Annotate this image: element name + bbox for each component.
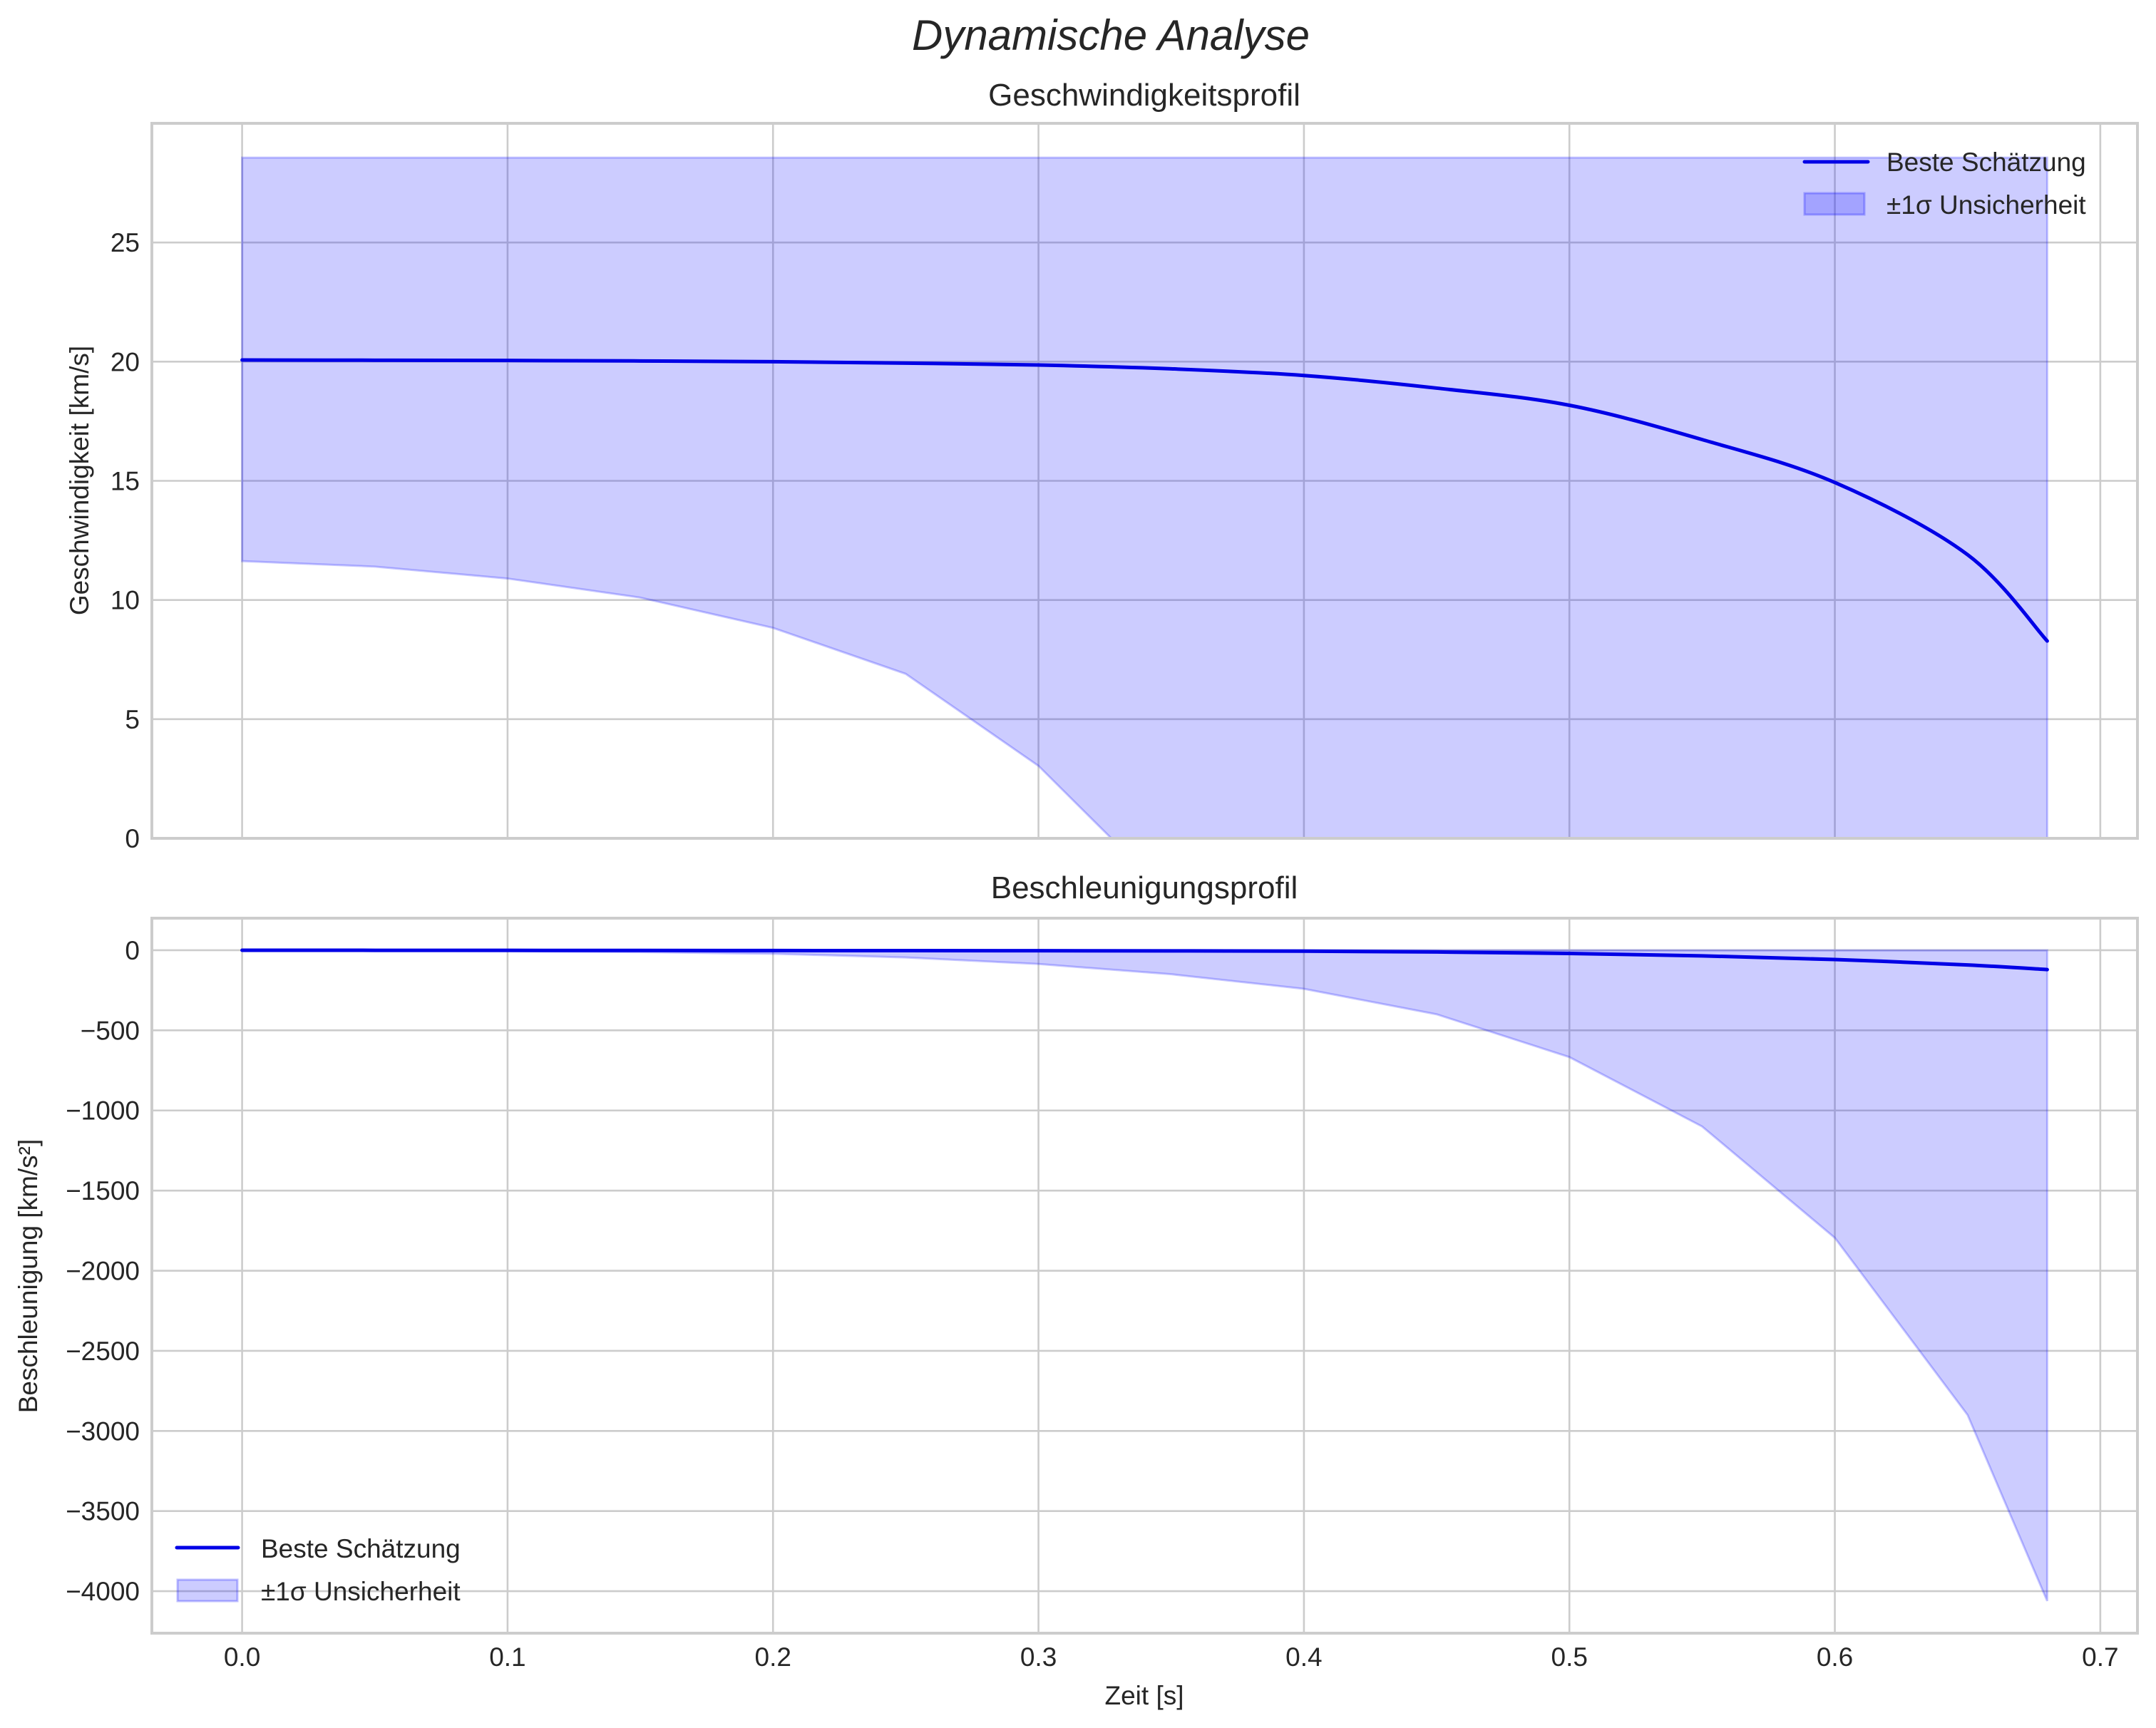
y-tick-label: −500	[81, 1016, 140, 1045]
acceleration-panel-title: Beschleunigungsprofil	[991, 870, 1298, 905]
velocity-y-axis-label: Geschwindigkeit [km/s]	[65, 346, 94, 615]
x-tick-label: 0.4	[1285, 1642, 1322, 1672]
acceleration-plot-area	[240, 948, 2049, 1602]
y-tick-label: 15	[111, 467, 140, 496]
x-tick-label: 0.7	[2082, 1642, 2118, 1672]
x-tick-label: 0.0	[224, 1642, 260, 1672]
y-tick-label: 25	[111, 228, 140, 257]
y-tick-label: −1000	[66, 1096, 140, 1126]
velocity-panel-title: Geschwindigkeitsprofil	[988, 78, 1300, 113]
y-tick-label: −3000	[66, 1416, 140, 1446]
x-axis-label: Zeit [s]	[1104, 1681, 1184, 1710]
x-tick-label: 0.1	[489, 1642, 525, 1672]
velocity-legend-line-label: Beste Schätzung	[1886, 148, 2086, 177]
legend-band-swatch-icon	[1803, 192, 1866, 216]
velocity-y-tick-labels: 0 5 10 15 20 25	[111, 228, 140, 853]
velocity-legend-band-label: ±1σ Unsicherheit	[1886, 190, 2086, 220]
x-tick-labels: 0.0 0.1 0.2 0.3 0.4 0.5 0.6 0.7	[224, 1642, 2119, 1672]
x-tick-label: 0.6	[1817, 1642, 1853, 1672]
y-tick-label: 5	[125, 705, 140, 734]
y-tick-label: 20	[111, 347, 140, 376]
x-tick-label: 0.5	[1551, 1642, 1588, 1672]
x-tick-label: 0.3	[1020, 1642, 1057, 1672]
y-tick-label: −4000	[66, 1577, 140, 1606]
velocity-panel: Geschwindigkeitsprofil 0 5 10 15 20 25 Geschw…	[65, 78, 2139, 853]
velocity-plot-area	[240, 156, 2049, 838]
y-tick-label: 10	[111, 586, 140, 615]
acceleration-legend-line-label: Beste Schätzung	[261, 1534, 461, 1563]
acceleration-y-axis-label: Beschleunigung [km/s²]	[14, 1139, 43, 1414]
velocity-legend: Beste Schätzung ±1σ Unsicherheit	[1802, 148, 2086, 220]
acceleration-y-tick-labels: 0 −500 −1000 −1500 −2000 −2500 −3000 −3500 −4000	[66, 936, 140, 1606]
uncertainty-band	[241, 949, 2048, 1602]
y-tick-label: 0	[125, 824, 140, 853]
uncertainty-band	[241, 156, 2048, 838]
x-tick-label: 0.2	[755, 1642, 791, 1672]
figure-title: Dynamische Analyse	[912, 11, 1310, 59]
best-estimate-line	[240, 948, 2049, 972]
y-tick-label: −2000	[66, 1257, 140, 1286]
acceleration-legend: Beste Schätzung ±1σ Unsicherheit	[175, 1534, 461, 1606]
y-tick-label: −1500	[66, 1176, 140, 1205]
acceleration-legend-band-label: ±1σ Unsicherheit	[261, 1577, 461, 1606]
y-tick-label: −3500	[66, 1497, 140, 1526]
acceleration-panel: Beschleunigungsprofil 0 −500 −1000 −1500 −20…	[14, 870, 2139, 1710]
velocity-axes-frame	[150, 122, 2139, 840]
best-estimate-line	[240, 358, 2049, 643]
acceleration-axes-frame	[150, 917, 2139, 1635]
y-tick-label: −2500	[66, 1337, 140, 1366]
y-tick-label: 0	[125, 936, 140, 965]
legend-band-swatch-icon	[176, 1578, 239, 1603]
